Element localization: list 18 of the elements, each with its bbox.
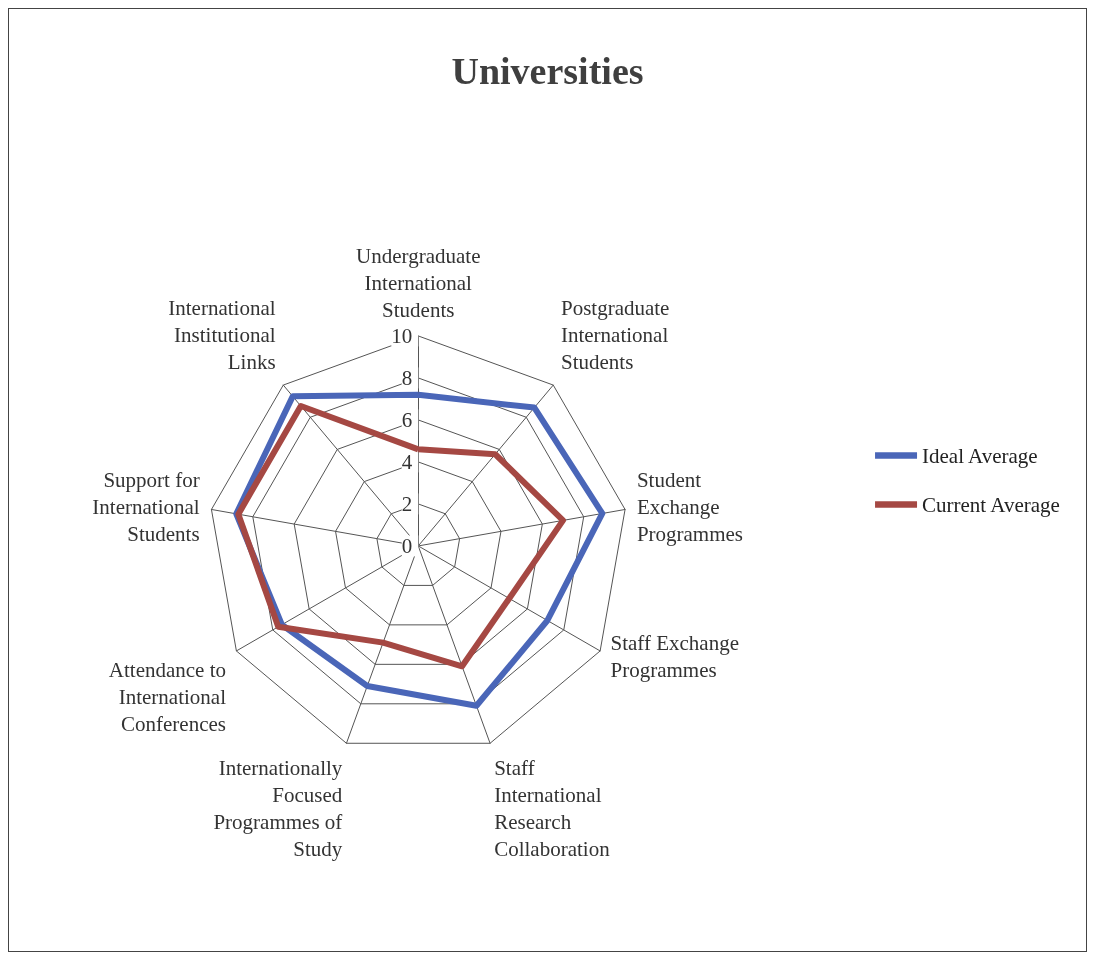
spoke-label: International Institutional Links <box>168 296 276 375</box>
chart-title: Universities <box>451 50 644 92</box>
spoke-label: Internationally Focused Programmes of Study <box>213 756 343 862</box>
spoke-label: Attendance to International Conferences <box>108 658 227 737</box>
y-tick-label: 10 <box>391 323 413 348</box>
legend-label: Ideal Average <box>922 443 1038 468</box>
y-tick-label: 2 <box>401 491 413 516</box>
spoke-label: Undergraduate International Students <box>356 244 481 323</box>
spoke-label: Postgraduate International Students <box>560 296 670 375</box>
legend-label: Current Average <box>922 492 1060 517</box>
spoke-label: Support for International Students <box>92 468 200 547</box>
spoke-label: Staff International Research Collaboration <box>494 756 611 862</box>
y-tick-label: 4 <box>401 449 413 474</box>
y-tick-label: 6 <box>401 407 413 432</box>
y-tick-label: 0 <box>401 533 413 558</box>
spoke-label: Student Exchange Programmes <box>636 468 744 547</box>
spoke-label: Staff Exchange Programmes <box>610 631 739 683</box>
y-tick-label: 8 <box>401 365 413 390</box>
